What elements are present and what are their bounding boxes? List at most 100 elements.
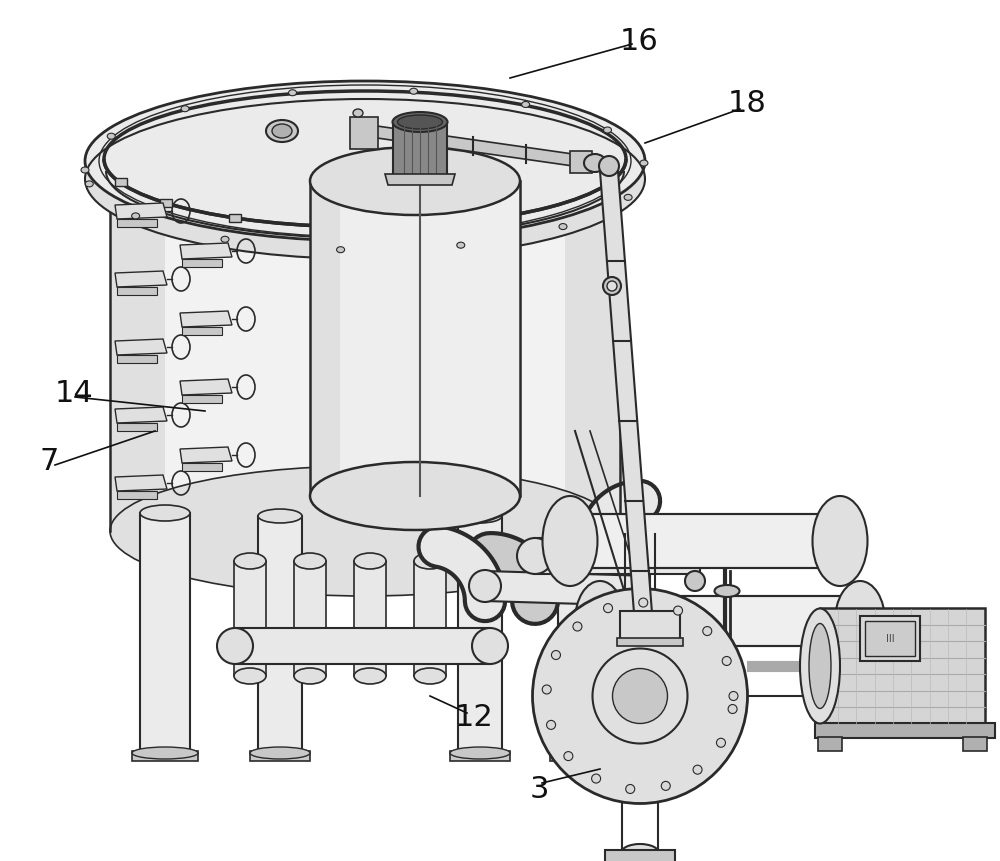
Ellipse shape	[132, 213, 140, 219]
Ellipse shape	[722, 656, 731, 666]
Ellipse shape	[85, 99, 645, 259]
Bar	[250, 751, 310, 761]
Polygon shape	[85, 161, 645, 179]
Ellipse shape	[414, 553, 446, 569]
Ellipse shape	[624, 195, 632, 201]
Ellipse shape	[107, 133, 115, 139]
Ellipse shape	[458, 509, 502, 523]
Ellipse shape	[603, 277, 621, 295]
Bar	[865, 621, 915, 656]
Ellipse shape	[272, 124, 292, 138]
Ellipse shape	[603, 127, 611, 133]
Ellipse shape	[584, 154, 606, 172]
Ellipse shape	[542, 685, 551, 694]
Ellipse shape	[547, 721, 556, 729]
Ellipse shape	[234, 668, 266, 684]
Bar	[160, 199, 172, 207]
Ellipse shape	[607, 281, 617, 291]
Polygon shape	[115, 475, 167, 491]
Bar	[117, 355, 157, 363]
Ellipse shape	[258, 509, 302, 523]
Bar	[132, 751, 198, 761]
Ellipse shape	[812, 496, 868, 586]
Bar	[117, 287, 157, 295]
Ellipse shape	[472, 628, 508, 664]
Text: III: III	[886, 634, 894, 644]
Ellipse shape	[217, 628, 253, 664]
Bar	[117, 423, 157, 431]
Ellipse shape	[234, 553, 266, 569]
Polygon shape	[235, 628, 490, 664]
Ellipse shape	[289, 90, 297, 96]
Ellipse shape	[575, 581, 625, 661]
Polygon shape	[180, 379, 232, 395]
Ellipse shape	[469, 570, 501, 602]
Ellipse shape	[714, 585, 740, 597]
Ellipse shape	[685, 571, 705, 591]
Ellipse shape	[564, 752, 573, 760]
Polygon shape	[110, 151, 165, 531]
Bar	[818, 737, 842, 751]
Bar	[350, 117, 378, 149]
Ellipse shape	[661, 782, 670, 790]
Polygon shape	[370, 125, 580, 167]
Ellipse shape	[457, 242, 465, 248]
Ellipse shape	[558, 514, 602, 528]
Bar	[617, 638, 683, 646]
Ellipse shape	[573, 622, 582, 631]
Ellipse shape	[294, 668, 326, 684]
Ellipse shape	[729, 691, 738, 701]
Ellipse shape	[604, 604, 613, 613]
Ellipse shape	[337, 247, 345, 252]
Polygon shape	[414, 561, 446, 676]
Polygon shape	[110, 151, 620, 531]
Polygon shape	[393, 122, 447, 177]
Ellipse shape	[626, 784, 635, 794]
Ellipse shape	[85, 81, 645, 241]
Ellipse shape	[110, 466, 620, 596]
Polygon shape	[294, 561, 326, 676]
Polygon shape	[115, 407, 167, 423]
Polygon shape	[535, 538, 700, 574]
Bar	[182, 463, 222, 471]
Bar	[620, 611, 680, 641]
Ellipse shape	[294, 553, 326, 569]
Ellipse shape	[674, 606, 683, 615]
Polygon shape	[140, 513, 190, 753]
Bar	[117, 219, 157, 227]
Polygon shape	[354, 561, 386, 676]
Ellipse shape	[398, 115, 442, 129]
Ellipse shape	[592, 648, 688, 744]
Polygon shape	[600, 171, 653, 626]
Polygon shape	[115, 203, 167, 219]
Bar	[115, 178, 127, 186]
Ellipse shape	[728, 704, 737, 714]
Ellipse shape	[410, 88, 418, 94]
Text: 18: 18	[728, 89, 767, 117]
Ellipse shape	[809, 623, 831, 709]
Bar	[570, 151, 592, 173]
Ellipse shape	[621, 844, 659, 861]
Bar	[820, 608, 985, 723]
Ellipse shape	[835, 581, 885, 661]
Ellipse shape	[703, 627, 712, 635]
Ellipse shape	[181, 106, 189, 112]
Text: 12: 12	[455, 703, 494, 733]
Polygon shape	[458, 516, 502, 753]
Polygon shape	[115, 271, 167, 287]
Ellipse shape	[693, 765, 702, 774]
Bar	[605, 850, 675, 861]
Ellipse shape	[132, 747, 198, 759]
Ellipse shape	[716, 738, 725, 747]
Ellipse shape	[354, 553, 386, 569]
Ellipse shape	[550, 747, 610, 759]
Polygon shape	[115, 339, 167, 355]
Ellipse shape	[392, 112, 448, 132]
Text: 7: 7	[40, 447, 59, 475]
Polygon shape	[258, 516, 302, 753]
Ellipse shape	[310, 462, 520, 530]
Polygon shape	[558, 521, 602, 753]
Ellipse shape	[353, 109, 363, 117]
Ellipse shape	[81, 167, 89, 173]
Bar	[963, 737, 987, 751]
